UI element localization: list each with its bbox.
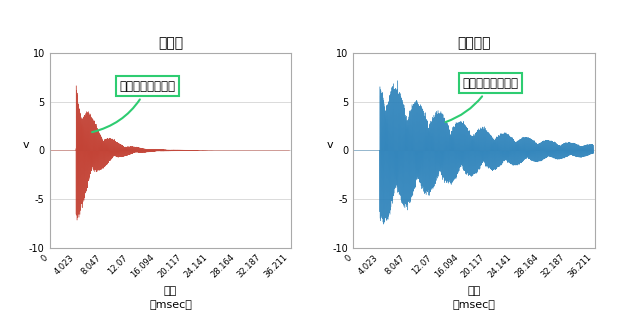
Text: 振動の減衰が遅い: 振動の減衰が遅い: [445, 77, 519, 122]
Title: ガイナ: ガイナ: [158, 36, 183, 50]
Y-axis label: v: v: [23, 140, 30, 150]
Text: （msec）: （msec）: [453, 300, 496, 310]
Title: 一般塗料: 一般塗料: [458, 36, 491, 50]
Text: 時間: 時間: [164, 286, 177, 296]
Y-axis label: v: v: [327, 140, 334, 150]
Text: （msec）: （msec）: [149, 300, 192, 310]
Text: 時間: 時間: [467, 286, 481, 296]
Text: 振動の減衰が早い: 振動の減衰が早い: [92, 80, 175, 132]
